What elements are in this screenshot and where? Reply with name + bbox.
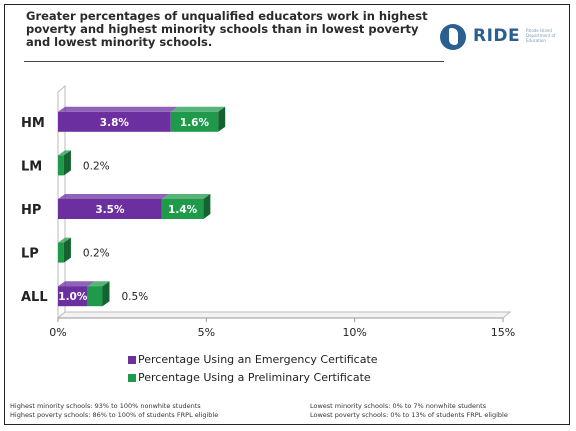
chart-title: Greater percentages of unqualified educa… [26, 9, 428, 49]
bar-top-preliminary [161, 194, 211, 199]
bar-preliminary [170, 111, 219, 132]
x-tick-label: 5% [198, 326, 215, 339]
bar-top-emergency [58, 194, 169, 199]
x-tick-label: 15% [491, 326, 515, 339]
bar-side-preliminary [218, 106, 226, 132]
footnote-highest-poverty: Highest poverty schools: 86% to 100% of … [10, 411, 219, 419]
logo-subtitle: Rhode Island Department of Education [526, 28, 556, 43]
legend-item-preliminary: Percentage Using a Preliminary Certifica… [128, 369, 378, 387]
data-label: 3.5% [95, 204, 125, 216]
data-label: 1.4% [168, 204, 198, 216]
bar-emergency [58, 286, 88, 307]
bar-side-preliminary [63, 237, 71, 263]
legend-item-emergency: Percentage Using an Emergency Certificat… [128, 351, 378, 369]
x-tick-label: 10% [342, 326, 366, 339]
chart-floor [56, 311, 512, 319]
legend-swatch-emergency [128, 356, 136, 364]
bar-emergency [58, 199, 162, 219]
title-divider [24, 61, 444, 62]
category-label: ALL [21, 290, 48, 305]
chart-legend: Percentage Using an Emergency Certificat… [128, 351, 378, 387]
logo-name: RIDE [473, 26, 521, 46]
data-label: 1.0% [58, 291, 88, 303]
bar-top-emergency [58, 106, 178, 112]
data-label: 0.2% [83, 248, 110, 260]
data-label: 1.6% [180, 117, 210, 129]
data-label: 3.8% [100, 117, 130, 129]
bar-preliminary [87, 286, 103, 307]
bar-top-preliminary [58, 150, 71, 156]
bar-side-preliminary [203, 194, 211, 219]
bar-top-preliminary [170, 106, 226, 112]
data-label: 0.2% [83, 160, 110, 172]
x-tick-label: 0% [49, 326, 66, 339]
bar-top-emergency [58, 281, 95, 287]
data-label: 0.5% [122, 291, 149, 303]
footnotes-left: Highest minority schools: 93% to 100% no… [10, 402, 218, 420]
category-label: HP [21, 203, 41, 218]
footnote-highest-minority: Highest minority schools: 93% to 100% no… [10, 402, 201, 410]
rhode-island-state-icon [440, 24, 466, 50]
legend-label-preliminary: Percentage Using a Preliminary Certifica… [138, 371, 371, 384]
bar-side-preliminary [102, 281, 110, 307]
legend-label-emergency: Percentage Using an Emergency Certificat… [138, 353, 378, 366]
bar-top-preliminary [58, 237, 71, 243]
bar-preliminary [58, 242, 64, 263]
bar-top-preliminary [87, 281, 110, 287]
category-label: HM [21, 116, 45, 131]
bar-preliminary [58, 155, 64, 176]
legend-swatch-preliminary [128, 374, 136, 382]
bar-emergency [58, 111, 171, 132]
bar-preliminary [161, 199, 204, 219]
footnotes-right: Lowest minority schools: 0% to 7% nonwhi… [310, 402, 508, 420]
category-label: LM [21, 159, 42, 174]
ride-logo: RIDE Rhode Island Department of Educatio… [440, 22, 560, 52]
footnote-lowest-minority: Lowest minority schools: 0% to 7% nonwhi… [310, 402, 487, 410]
bar-side-preliminary [63, 150, 71, 176]
footnote-lowest-poverty: Lowest poverty schools: 0% to 13% of stu… [310, 411, 508, 419]
category-label: LP [21, 247, 39, 262]
